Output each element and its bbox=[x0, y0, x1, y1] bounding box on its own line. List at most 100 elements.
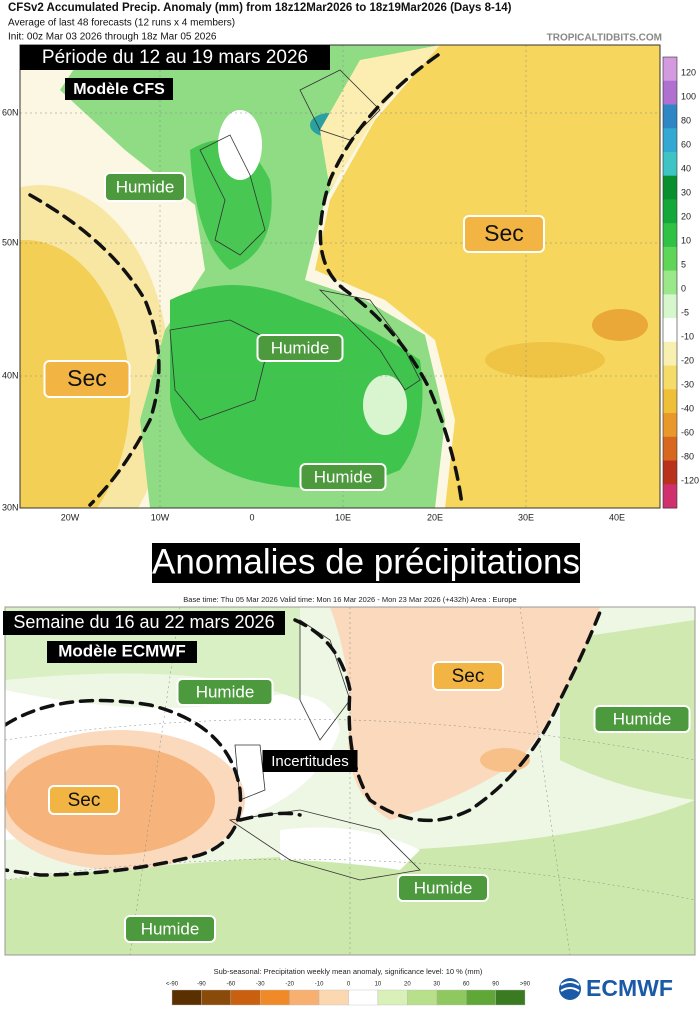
wet-label: Humide bbox=[414, 878, 473, 897]
coastline bbox=[199, 134, 266, 256]
colorbar-swatch bbox=[663, 318, 677, 343]
wet-label-box bbox=[397, 874, 489, 902]
source: TROPICALTIDBITS.COM bbox=[547, 33, 662, 44]
lon-label: 10W bbox=[151, 512, 170, 522]
wet-label-box bbox=[593, 705, 691, 733]
legend-swatch bbox=[201, 989, 232, 1006]
period-box bbox=[3, 611, 285, 635]
colorbar-label: 120 bbox=[681, 67, 696, 77]
dry-label-box bbox=[43, 360, 131, 398]
colorbar-swatch bbox=[663, 199, 677, 224]
legend-label: -30 bbox=[256, 982, 265, 988]
neutral-zone bbox=[218, 110, 262, 180]
legend-swatch bbox=[465, 989, 496, 1006]
map-frame bbox=[4, 606, 696, 956]
colorbar-label: 60 bbox=[681, 139, 691, 149]
boundary-line bbox=[318, 53, 464, 507]
neutral-zone bbox=[363, 375, 407, 435]
lon-label: 30E bbox=[518, 512, 534, 522]
dry-label-box bbox=[48, 785, 120, 815]
top-title: CFSv2 Accumulated Precip. Anomaly (mm) f… bbox=[8, 2, 512, 14]
legend-label: 90 bbox=[492, 982, 499, 988]
dry-label: Sec bbox=[68, 790, 101, 811]
coastline bbox=[169, 319, 271, 421]
legend-label: >90 bbox=[520, 982, 531, 988]
colorbar-label: -20 bbox=[681, 355, 694, 365]
lon-label: 20W bbox=[61, 512, 80, 522]
colorbar-label: -30 bbox=[681, 379, 694, 389]
colorbar-swatch bbox=[663, 151, 677, 177]
boundary-line bbox=[5, 698, 243, 877]
legend-title: Sub-seasonal: Precipitation weekly mean … bbox=[214, 967, 483, 976]
top-map bbox=[20, 45, 660, 508]
top-colorbar: 120 100 80 60 40 30 20 10 5 0 -5 -10 -20 -30 -40 -60 -80… bbox=[662, 56, 699, 509]
colorbar-label: 80 bbox=[681, 115, 691, 125]
dry-zone bbox=[315, 45, 660, 508]
map-frame bbox=[19, 44, 661, 509]
lon-label: 40E bbox=[609, 512, 625, 522]
colorbar-swatch bbox=[663, 413, 677, 438]
colorbar-swatch bbox=[663, 436, 677, 462]
dry-core bbox=[485, 342, 605, 378]
wet-label: Humide bbox=[116, 177, 175, 196]
legend-label: 60 bbox=[463, 982, 470, 988]
legend-swatch bbox=[377, 989, 408, 1006]
top-axes: 60N 50N 40N 30N 20W 10W 0 10E 20E 30E 40E bbox=[2, 107, 625, 522]
colorbar-label: 30 bbox=[681, 187, 691, 197]
colorbar-frame bbox=[662, 56, 678, 509]
colorbar-swatch bbox=[663, 270, 677, 295]
colorbar-label: -80 bbox=[681, 451, 694, 461]
bottom-header: Base time: Thu 05 Mar 2026 Valid time: M… bbox=[183, 595, 516, 604]
lon-label: 0 bbox=[249, 512, 254, 522]
legend-swatch bbox=[407, 989, 437, 1006]
wet-label-box bbox=[124, 915, 216, 943]
legend-label: -60 bbox=[226, 982, 235, 988]
colorbar-swatch bbox=[663, 175, 677, 200]
lat-label: 60N bbox=[2, 107, 19, 117]
model-box bbox=[47, 641, 197, 663]
bottom-labels: Humide Humide Humide Humide Sec Sec Incertitud… bbox=[48, 661, 691, 943]
colorbar-swatch bbox=[663, 128, 677, 153]
model: Modèle ECMWF bbox=[58, 641, 186, 660]
grid-line bbox=[5, 858, 695, 901]
colorbar-swatch bbox=[663, 365, 677, 390]
colorbar-label: -5 bbox=[681, 307, 689, 317]
colorbar-swatch bbox=[663, 57, 677, 82]
colorbar-label: 100 bbox=[681, 91, 696, 101]
logo-wave bbox=[560, 981, 580, 992]
lat-label: 40N bbox=[2, 370, 19, 380]
grid-line bbox=[519, 607, 571, 955]
title: Anomalies de précipitations bbox=[152, 542, 580, 581]
boundary-line bbox=[293, 610, 602, 823]
colorbar-label: -120 bbox=[681, 475, 699, 485]
colorbar-label: 5 bbox=[681, 259, 686, 269]
lon-label: 20E bbox=[427, 512, 443, 522]
colorbar-swatch bbox=[663, 80, 677, 105]
legend-label: 20 bbox=[404, 982, 411, 988]
wet-label-box bbox=[104, 172, 186, 202]
colorbar-swatch bbox=[663, 460, 677, 485]
lat-label: 50N bbox=[2, 237, 19, 247]
period: Semaine du 16 au 22 mars 2026 bbox=[13, 612, 274, 632]
model-box bbox=[65, 78, 173, 100]
bottom-colorbar: <-90 -90 -60 -30 -20 -10 0 10 20 30 60 90 >90 bbox=[166, 982, 531, 1006]
coastline bbox=[228, 809, 421, 881]
top-labels: Humide Humide Humide Sec Sec bbox=[43, 172, 545, 491]
dry-label-box bbox=[463, 215, 545, 253]
colorbar-label: -40 bbox=[681, 403, 694, 413]
colorbar-label: 40 bbox=[681, 163, 691, 173]
legend-label: -20 bbox=[285, 982, 294, 988]
top-subtitle: Average of last 48 forecasts (12 runs x … bbox=[8, 18, 235, 29]
colorbar-swatch bbox=[663, 246, 677, 272]
top-init: Init: 00z Mar 03 2026 through 18z Mar 05… bbox=[8, 32, 217, 43]
model: Modèle CFS bbox=[73, 81, 165, 98]
colorbar-label: 20 bbox=[681, 211, 691, 221]
colorbar-label: 10 bbox=[681, 235, 691, 245]
legend-swatch bbox=[260, 989, 290, 1006]
legend-swatch bbox=[436, 989, 467, 1006]
colorbar-swatch bbox=[663, 389, 677, 414]
legend-swatch bbox=[230, 989, 261, 1006]
wet-label: Humide bbox=[271, 338, 330, 357]
